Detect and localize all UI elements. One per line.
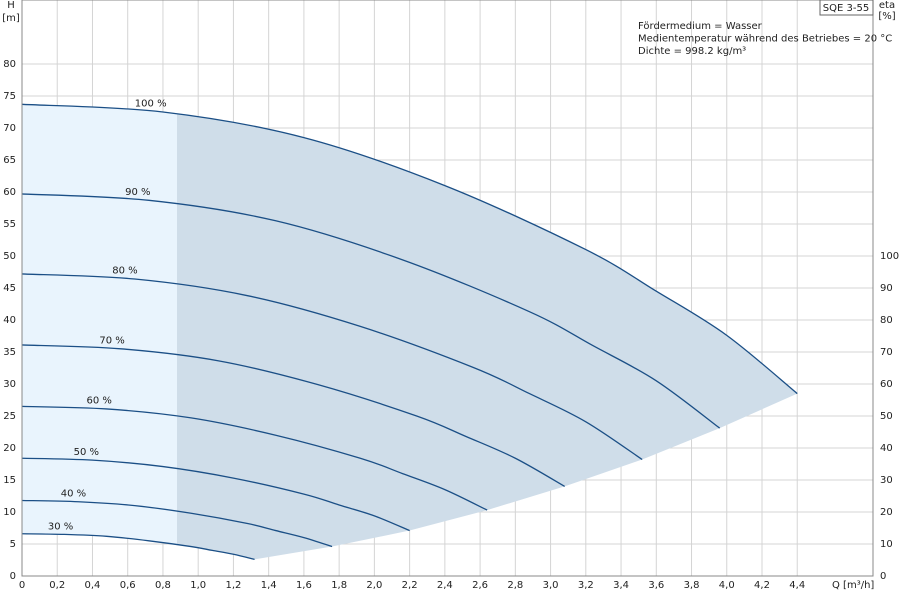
y-tick-label: 25 bbox=[3, 411, 16, 422]
annotation: Medientemperatur während des Betriebes =… bbox=[638, 34, 892, 45]
y-tick-label: 45 bbox=[3, 283, 16, 294]
curve-label: 30 % bbox=[48, 521, 73, 532]
curve-label: 100 % bbox=[135, 98, 167, 109]
y-tick-label: 0 bbox=[10, 571, 16, 582]
x-tick-label: 3,6 bbox=[648, 580, 664, 591]
x-tick-label: 3,8 bbox=[684, 580, 700, 591]
y-tick-label: 20 bbox=[3, 443, 16, 454]
curve-label: 70 % bbox=[99, 335, 124, 346]
y2-tick-label: 100 bbox=[880, 251, 899, 262]
annotation: Fördermedium = Wasser bbox=[638, 21, 763, 32]
y-tick-label: 30 bbox=[3, 379, 16, 390]
y2-tick-label: 70 bbox=[880, 347, 893, 358]
curve-label: 80 % bbox=[112, 266, 137, 277]
y-tick-label: 50 bbox=[3, 251, 16, 262]
y2-tick-label: 0 bbox=[880, 571, 886, 582]
x-tick-label: 0,2 bbox=[49, 580, 65, 591]
x-tick-label: 2,0 bbox=[366, 580, 382, 591]
pump-curve bbox=[21, 457, 410, 532]
y-axis-label: H bbox=[7, 0, 15, 11]
curve-label: 40 % bbox=[61, 489, 86, 500]
y-tick-label: 65 bbox=[3, 155, 16, 166]
y-tick-label: 10 bbox=[3, 507, 16, 518]
x-tick-label: 0,8 bbox=[155, 580, 171, 591]
pump-curve bbox=[21, 499, 333, 548]
x-tick-label: 3,0 bbox=[543, 580, 559, 591]
x-tick-label: 2,6 bbox=[472, 580, 488, 591]
y2-tick-label: 50 bbox=[880, 411, 893, 422]
y-tick-label: 15 bbox=[3, 475, 16, 486]
x-tick-label: 4,0 bbox=[719, 580, 735, 591]
y-tick-label: 55 bbox=[3, 219, 16, 230]
x-tick-label: 4,4 bbox=[789, 580, 805, 591]
x-tick-label: 0 bbox=[19, 580, 25, 591]
y-axis-label: [m] bbox=[2, 13, 20, 24]
x-axis-label: Q [m³/h] bbox=[832, 580, 874, 591]
y2-tick-label: 10 bbox=[880, 539, 893, 550]
low-flow-range bbox=[22, 104, 178, 545]
x-tick-label: 1,4 bbox=[261, 580, 277, 591]
pump-curve bbox=[21, 103, 798, 395]
x-tick-label: 3,4 bbox=[613, 580, 629, 591]
x-tick-label: 1,0 bbox=[190, 580, 206, 591]
x-tick-label: 2,2 bbox=[402, 580, 418, 591]
pump-curve bbox=[21, 405, 488, 511]
y2-tick-label: 90 bbox=[880, 283, 893, 294]
annotation: Dichte = 998.2 kg/m³ bbox=[638, 46, 746, 57]
pump-curve bbox=[21, 193, 721, 429]
operating-range bbox=[177, 113, 798, 560]
y-tick-label: 40 bbox=[3, 315, 16, 326]
x-tick-label: 1,8 bbox=[331, 580, 347, 591]
y2-tick-label: 80 bbox=[880, 315, 893, 326]
y-tick-label: 75 bbox=[3, 91, 16, 102]
x-tick-label: 3,2 bbox=[578, 580, 594, 591]
curve-label: 50 % bbox=[74, 447, 99, 458]
y2-tick-label: 40 bbox=[880, 443, 893, 454]
x-tick-label: 0,6 bbox=[120, 580, 136, 591]
x-tick-label: 0,4 bbox=[85, 580, 101, 591]
x-tick-label: 1,6 bbox=[296, 580, 312, 591]
title-box bbox=[819, 0, 874, 16]
y2-tick-label: 60 bbox=[880, 379, 893, 390]
y2-tick-label: 30 bbox=[880, 475, 893, 486]
y-tick-label: 35 bbox=[3, 347, 16, 358]
y-tick-label: 70 bbox=[3, 123, 16, 134]
curve-label: 60 % bbox=[87, 396, 112, 407]
y-tick-label: 5 bbox=[10, 539, 16, 550]
x-tick-label: 2,8 bbox=[507, 580, 523, 591]
y-tick-label: 80 bbox=[3, 59, 16, 70]
chart-title: SQE 3-55 bbox=[823, 3, 869, 14]
x-tick-label: 4,2 bbox=[754, 580, 770, 591]
plot-frame bbox=[21, 0, 874, 577]
x-tick-label: 2,4 bbox=[437, 580, 453, 591]
pump-curve bbox=[21, 273, 643, 461]
pump-curve bbox=[21, 344, 565, 487]
y-tick-label: 60 bbox=[3, 187, 16, 198]
y2-axis-label: eta bbox=[879, 0, 895, 11]
pump-curve bbox=[21, 533, 255, 560]
curve-label: 90 % bbox=[125, 187, 150, 198]
y2-tick-label: 20 bbox=[880, 507, 893, 518]
x-tick-label: 1,2 bbox=[225, 580, 241, 591]
y2-axis-label: [%] bbox=[878, 11, 895, 22]
